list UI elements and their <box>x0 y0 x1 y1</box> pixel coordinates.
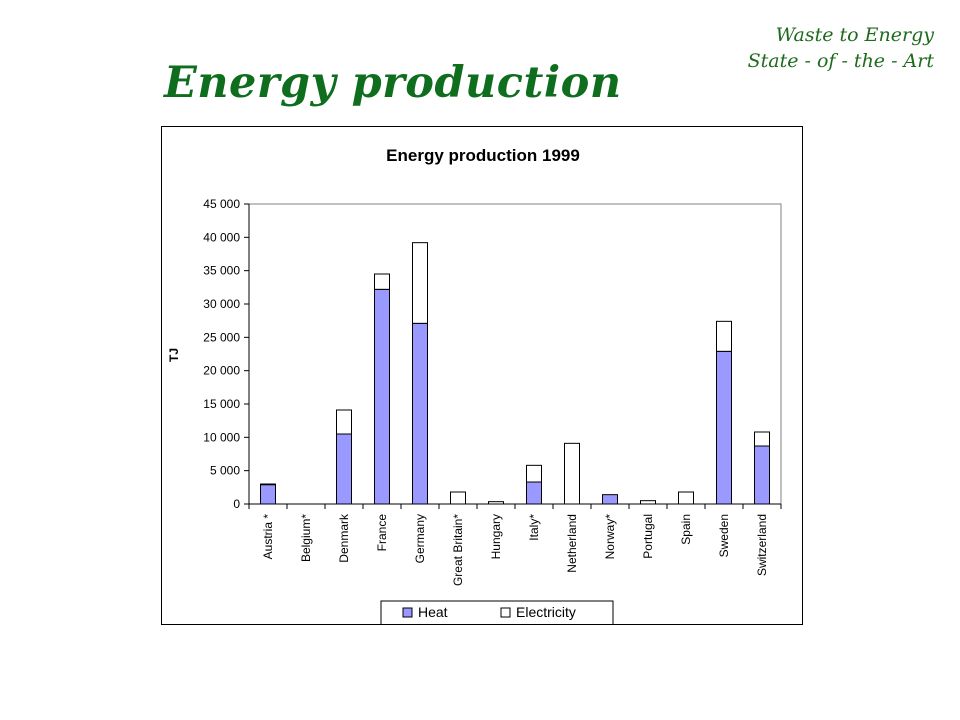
bar-electricity-2 <box>336 409 352 435</box>
x-tick-label: Denmark <box>337 513 351 563</box>
x-tick-label: Sweden <box>717 514 731 557</box>
bar-electricity-5 <box>450 491 466 505</box>
chart-frame: Energy production 1999 TJ 0 5 000 10 000 15… <box>161 126 803 625</box>
bar-heat-9 <box>602 494 618 505</box>
x-tick-label: Austria * <box>261 514 275 560</box>
x-tick-label: Netherland <box>565 514 579 573</box>
y-tick-label: 20 000 <box>203 364 240 378</box>
x-tick-label: Italy* <box>527 514 541 541</box>
bar-electricity-3 <box>374 273 390 290</box>
y-tick-label: 40 000 <box>203 230 240 244</box>
legend: Heat Electricity <box>380 600 614 624</box>
y-tick-label: 0 <box>233 497 240 511</box>
bar-heat-4 <box>412 322 428 505</box>
header-note: Waste to Energy State - of - the - Art <box>748 22 934 74</box>
y-tick-label: 30 000 <box>203 297 240 311</box>
y-tick-label: 5 000 <box>210 464 240 478</box>
legend-box <box>380 600 614 624</box>
y-tick-label: 35 000 <box>203 264 240 278</box>
bar-electricity-8 <box>564 442 580 505</box>
x-tick-label: Switzerland <box>755 514 769 576</box>
x-tick-label: Norway* <box>603 514 617 560</box>
x-tick-label: France <box>375 514 389 552</box>
bar-heat-13 <box>754 445 770 505</box>
bar-electricity-6 <box>488 501 504 505</box>
x-tick-label: Great Britain* <box>451 514 465 586</box>
bar-electricity-13 <box>754 431 770 447</box>
legend-swatch <box>500 607 511 618</box>
plot-area: 0 5 000 10 000 15 000 20 000 25 000 30 000 35 0… <box>203 197 782 586</box>
y-tick-label: 10 000 <box>203 430 240 444</box>
legend-swatch <box>402 607 413 618</box>
stacked-bar-chart: Energy production 1999 TJ 0 5 000 10 000 15… <box>167 146 782 624</box>
header-line-1: Waste to Energy <box>775 24 934 46</box>
bar-electricity-12 <box>716 320 732 352</box>
x-tick-label: Germany <box>413 514 427 563</box>
bar-electricity-4 <box>412 242 428 324</box>
bar-heat-3 <box>374 288 390 505</box>
x-tick-label: Spain <box>679 514 693 545</box>
bar-electricity-0 <box>260 483 276 486</box>
x-tick-label: Hungary <box>489 514 503 559</box>
slide-title: Energy production <box>164 58 622 108</box>
x-tick-label: Portugal <box>641 514 655 559</box>
x-tick-label: Belgium* <box>299 514 313 562</box>
plot-background <box>248 203 782 505</box>
legend-label: Heat <box>418 604 448 620</box>
header-line-2: State - of - the - Art <box>747 50 934 72</box>
y-tick-label: 25 000 <box>203 330 240 344</box>
bar-electricity-7 <box>526 464 542 483</box>
chart-title: Energy production 1999 <box>386 146 580 165</box>
bar-electricity-10 <box>640 500 656 505</box>
legend-label: Electricity <box>516 604 576 620</box>
y-tick-label: 45 000 <box>203 197 240 211</box>
bar-heat-12 <box>716 350 732 505</box>
bar-heat-7 <box>526 481 542 505</box>
y-axis-label: TJ <box>167 348 181 362</box>
bar-heat-2 <box>336 433 352 505</box>
bar-electricity-11 <box>678 491 694 505</box>
y-tick-label: 15 000 <box>203 397 240 411</box>
bar-heat-0 <box>260 484 276 505</box>
